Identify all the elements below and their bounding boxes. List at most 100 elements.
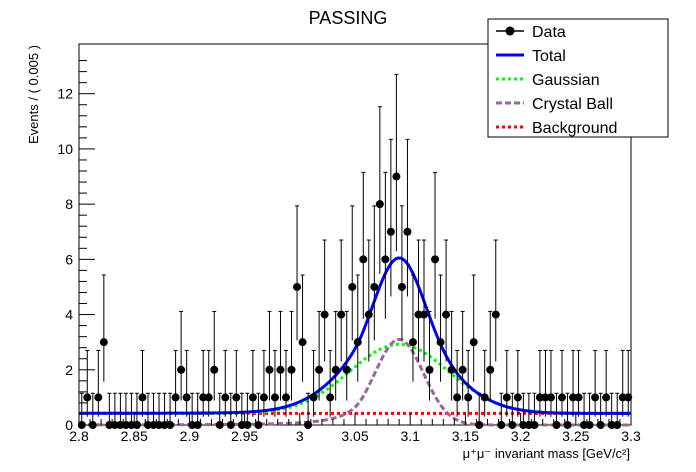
data-marker: [337, 310, 346, 319]
data-point: [215, 392, 224, 429]
data-point: [304, 392, 313, 429]
x-tick-label: 2.85: [121, 428, 148, 444]
data-marker: [259, 393, 268, 402]
data-marker: [149, 421, 158, 429]
data-marker: [282, 393, 290, 402]
data-marker: [602, 393, 611, 402]
data-marker: [381, 255, 390, 264]
data-marker: [585, 421, 594, 429]
legend-entry: Data: [496, 24, 566, 41]
data-point: [232, 349, 241, 417]
data-marker: [304, 421, 313, 429]
data-point: [155, 392, 164, 429]
data-point: [144, 392, 152, 429]
data-point: [580, 392, 589, 429]
x-axis: 2.8 2.85 2.9 2.95 3 3.05 3.1 3.15 3.2 3.25 3.3: [69, 413, 641, 444]
data-marker: [464, 393, 473, 402]
data-marker: [83, 393, 92, 402]
data-marker: [270, 393, 279, 402]
data-point: [331, 310, 340, 401]
data-point: [475, 392, 484, 429]
data-marker: [497, 421, 506, 429]
data-point: [254, 392, 263, 429]
data-marker: [491, 310, 500, 319]
data-point: [375, 106, 384, 274]
data-point: [552, 392, 561, 429]
data-point: [386, 138, 395, 297]
chart-title: PASSING: [309, 8, 388, 28]
data-point: [624, 349, 633, 417]
data-marker: [248, 393, 257, 402]
data-point: [508, 392, 517, 429]
data-point: [602, 349, 611, 417]
data-point: [259, 349, 268, 417]
data-marker: [563, 421, 572, 429]
data-point: [569, 349, 578, 417]
data-point: [420, 239, 428, 362]
y-axis-label: Events / ( 0.005 ): [26, 45, 41, 144]
x-tick-label: 2.9: [180, 428, 200, 444]
data-marker: [193, 421, 202, 429]
legend-label: Total: [532, 48, 566, 65]
data-point: [160, 392, 169, 429]
legend-entry: Gaussian: [496, 72, 600, 89]
data-marker: [265, 365, 274, 374]
plot-area: [77, 43, 633, 429]
data-marker: [403, 227, 412, 236]
data-marker: [320, 310, 329, 319]
data-marker: [420, 310, 428, 319]
data-point: [298, 274, 307, 382]
legend: Data Total Gaussian Crystal Ball Background: [487, 18, 669, 138]
data-point: [166, 392, 175, 429]
data-marker: [326, 393, 335, 402]
data-point: [320, 239, 329, 362]
data-marker: [618, 393, 627, 402]
data-marker: [624, 393, 633, 402]
data-point: [138, 349, 147, 417]
data-point: [337, 239, 346, 362]
data-marker: [155, 421, 164, 429]
x-tick-label: 3.25: [562, 428, 589, 444]
data-point: [210, 310, 219, 401]
data-marker: [569, 393, 578, 402]
data-marker: [574, 393, 583, 402]
y-tick-label: 6: [65, 251, 73, 267]
data-point: [270, 349, 279, 417]
data-point: [453, 349, 462, 417]
data-point: [403, 138, 412, 297]
data-marker: [414, 310, 423, 319]
data-marker: [613, 421, 622, 429]
data-point: [276, 310, 285, 401]
x-axis-label: μ⁺μ⁻ invariant mass [GeV/c²]: [463, 446, 630, 461]
data-point: [99, 274, 108, 382]
data-point: [613, 392, 622, 429]
data-point: [359, 171, 368, 319]
data-point: [353, 274, 362, 382]
legend-label: Gaussian: [532, 72, 600, 89]
data-marker: [458, 365, 467, 374]
data-point: [188, 392, 197, 429]
data-point: [574, 349, 583, 417]
data-marker: [580, 421, 589, 429]
data-marker: [453, 393, 462, 402]
data-marker: [541, 393, 550, 402]
y-tick-label: 4: [65, 307, 73, 323]
data-marker: [94, 393, 103, 402]
data-point: [204, 349, 213, 417]
data-marker: [99, 338, 108, 347]
legend-box: [487, 18, 669, 138]
data-marker: [199, 393, 208, 402]
data-point: [491, 239, 500, 362]
data-point: [182, 349, 191, 417]
data-marker: [188, 421, 197, 429]
data-marker: [276, 365, 285, 374]
data-point: [464, 349, 473, 417]
data-marker: [607, 421, 616, 429]
data-marker: [144, 421, 152, 429]
data-marker: [353, 338, 362, 347]
data-point: [193, 392, 202, 429]
x-tick-label: 2.95: [231, 428, 258, 444]
data-point: [370, 205, 379, 341]
data-point: [248, 349, 257, 417]
data-marker: [177, 365, 186, 374]
